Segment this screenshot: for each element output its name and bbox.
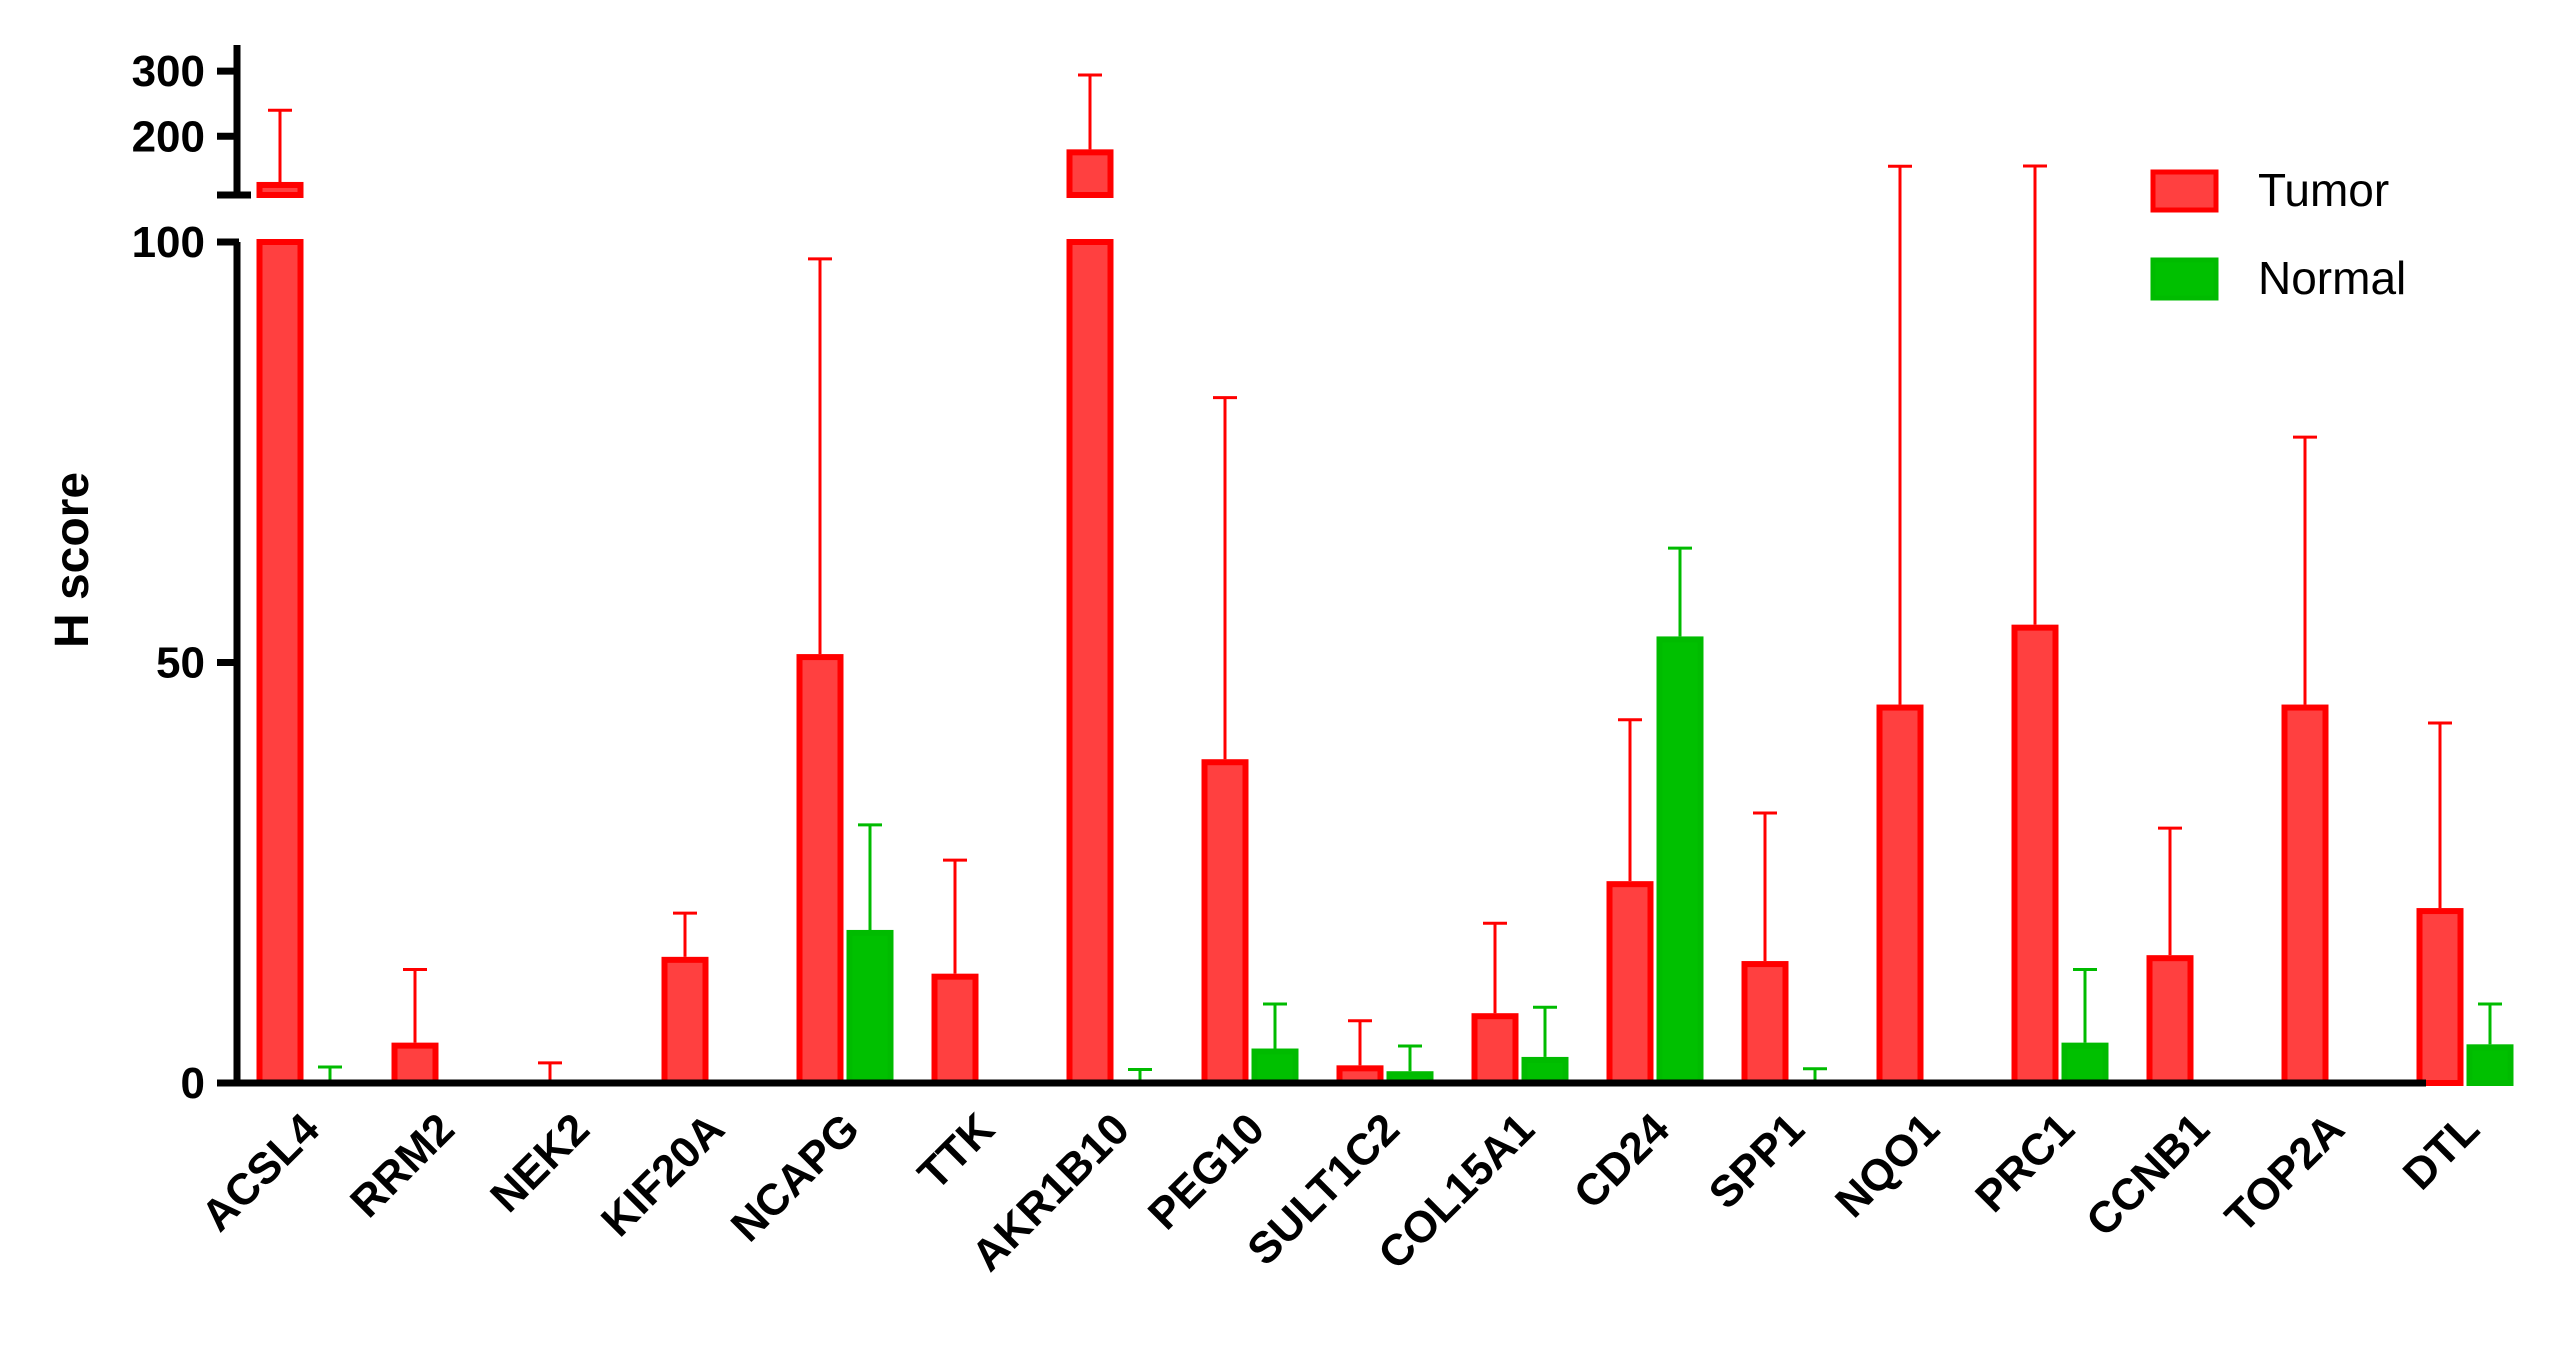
tumor-col15a1-bar	[1471, 1013, 1519, 1087]
x-tick-label-kif20a: KIF20A	[592, 1104, 734, 1246]
tumor-akr1b10-bar-upper	[1066, 149, 1114, 198]
tumor-prc1-bar	[2011, 624, 2059, 1087]
legend: Tumor Normal	[2150, 164, 2406, 304]
x-tick-label-cd24: CD24	[1565, 1104, 1680, 1219]
x-tick-label-nek2: NEK2	[481, 1104, 599, 1222]
tumor-nqo1-bar	[1876, 704, 1924, 1086]
y-tick-label-100: 100	[132, 218, 205, 267]
tumor-kif20a-bar	[661, 956, 709, 1086]
x-tick-label-peg10: PEG10	[1139, 1104, 1274, 1239]
x-tick-label-rrm2: RRM2	[341, 1104, 464, 1227]
y-tick-label-200: 200	[132, 112, 205, 161]
tumor-ttk-bar	[931, 973, 979, 1086]
y-tick-label-0: 0	[181, 1059, 205, 1108]
tumor-peg10-bar	[1201, 759, 1249, 1087]
bars-layer	[256, 73, 2514, 1087]
x-tick-label-ccnb1: CCNB1	[2077, 1104, 2219, 1246]
x-tick-label-top2a: TOP2A	[2216, 1104, 2354, 1242]
x-tick-label-ttk: TTK	[909, 1104, 1004, 1199]
legend-label-normal: Normal	[2258, 252, 2406, 304]
tumor-akr1b10-bar	[1066, 239, 1114, 1086]
tumor-top2a-bar	[2281, 704, 2329, 1086]
tumor-dtl-bar	[2416, 908, 2464, 1087]
tumor-ncapg-bar	[796, 654, 844, 1087]
normal-cd24-bar	[1656, 636, 1704, 1087]
y-tick-label-300: 300	[132, 47, 205, 96]
tumor-spp1-bar	[1741, 961, 1789, 1086]
tumor-cd24-bar	[1606, 881, 1654, 1086]
x-tick-label-nqo1: NQO1	[1826, 1104, 1949, 1227]
normal-ncapg-bar	[846, 929, 894, 1086]
legend-swatch-normal	[2150, 257, 2219, 301]
y-tick-label-50: 50	[156, 639, 205, 688]
normal-peg10-bar	[1251, 1048, 1299, 1087]
tumor-acsl4-bar-upper	[256, 181, 304, 199]
legend-label-tumor: Tumor	[2258, 164, 2389, 216]
x-tick-label-spp1: SPP1	[1700, 1104, 1814, 1218]
tumor-ccnb1-bar	[2146, 955, 2194, 1087]
x-tick-label-acsl4: ACSL4	[192, 1104, 329, 1241]
legend-swatch-tumor	[2150, 169, 2219, 213]
y-axis-title: H score	[46, 472, 99, 648]
tumor-rrm2-bar	[391, 1042, 439, 1086]
x-tick-label-ncapg: NCAPG	[722, 1104, 869, 1251]
normal-prc1-bar	[2061, 1042, 2109, 1086]
tumor-acsl4-bar	[256, 239, 304, 1086]
x-tick-label-prc1: PRC1	[1966, 1104, 2084, 1222]
normal-dtl-bar	[2466, 1044, 2514, 1086]
x-tick-label-dtl: DTL	[2394, 1104, 2489, 1199]
axes-layer	[217, 45, 2426, 1087]
